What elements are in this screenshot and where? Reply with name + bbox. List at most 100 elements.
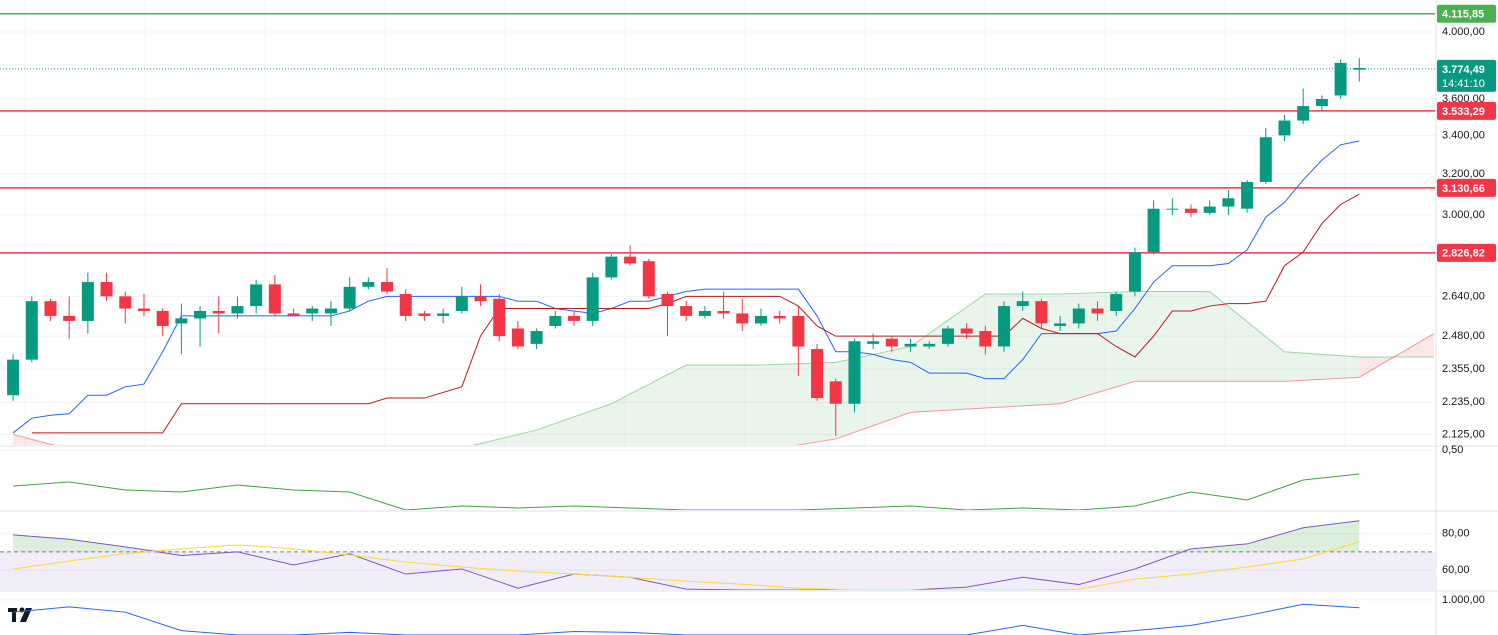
level-label: 3.130,66 (1442, 183, 1485, 195)
candle-body (1315, 98, 1328, 107)
indicator-line (13, 520, 1360, 590)
indicator-line (13, 541, 1360, 590)
candle-body (1166, 208, 1179, 210)
candle-body (904, 343, 917, 347)
candle-body (268, 284, 281, 314)
cloud-fill (985, 293, 1061, 409)
cloud-edge (12, 333, 1435, 445)
candle-body (7, 359, 20, 396)
candle-body (81, 282, 94, 321)
candle-body (231, 306, 244, 314)
candle-body (156, 310, 169, 326)
candle-body (885, 338, 898, 347)
candle-body (437, 313, 450, 316)
y-tick-label: 3.400,00 (1442, 129, 1485, 141)
candle-body (811, 349, 824, 399)
band (0, 551, 1435, 590)
candle-body (736, 313, 749, 324)
candle-body (998, 306, 1011, 347)
candle-body (549, 315, 562, 326)
candle-body (1222, 198, 1235, 207)
candle-body (100, 282, 113, 297)
candle-body (418, 313, 431, 316)
candle-body (175, 318, 188, 324)
candle-body (324, 308, 337, 314)
candle-body (1259, 137, 1272, 182)
candle-body (25, 301, 38, 360)
candle-body (194, 310, 207, 319)
cloud-fill (536, 403, 612, 445)
candle-body (1035, 301, 1048, 324)
candle-body (568, 315, 580, 321)
plot-area (0, 520, 1435, 590)
y-tick-label: 0,50 (1442, 444, 1463, 456)
candle-body (605, 256, 618, 278)
level-label: 2.826,82 (1442, 248, 1485, 260)
candle-body (1334, 62, 1347, 96)
candle-body (586, 277, 599, 321)
y-tick-label: 2.480,00 (1442, 330, 1485, 342)
candle-body (1091, 308, 1104, 314)
y-tick-label: 4.000,00 (1442, 26, 1485, 38)
y-tick-label: 2.355,00 (1442, 363, 1485, 375)
candle-body (848, 341, 861, 404)
plot-area (0, 13, 1435, 445)
y-tick-label: 3.000,00 (1442, 209, 1485, 221)
level-label: 4.115,85 (1442, 9, 1484, 21)
candle-body (792, 315, 805, 347)
candle-body (1110, 293, 1123, 311)
level-label: 3.533,29 (1442, 106, 1485, 118)
level-label-box (1437, 4, 1496, 23)
candle-body (399, 293, 412, 316)
candle-body (530, 331, 543, 344)
candle-body (717, 310, 730, 314)
candle-body (381, 282, 394, 292)
current-price-box (1437, 59, 1496, 92)
candle-body (1072, 308, 1085, 324)
countdown-label: 14:41:10 (1442, 78, 1485, 90)
candle-body (960, 328, 973, 334)
candle-body (474, 296, 487, 302)
indicator-line (13, 473, 1360, 510)
candle-body (1297, 106, 1310, 121)
candle-body (137, 308, 150, 311)
candle-body (306, 308, 319, 314)
candle-body (661, 293, 674, 307)
candle-body (1054, 323, 1067, 326)
candle-body (773, 315, 786, 319)
candle-body (1278, 120, 1291, 136)
candle-body (493, 298, 506, 337)
y-tick-label: 80,00 (1442, 528, 1470, 540)
candle-body (455, 296, 468, 311)
level-label-box (1437, 101, 1496, 120)
level-label-box (1437, 178, 1496, 197)
cloud-edge (472, 291, 1435, 445)
candle-body (829, 381, 842, 404)
candle-body (642, 261, 655, 297)
y-tick-label: 3.200,00 (1442, 168, 1485, 180)
candle-body (343, 286, 356, 309)
candle-body (511, 328, 524, 347)
indicator-line (13, 603, 1360, 635)
candle-body (680, 306, 693, 316)
y-tick-label: 2.125,00 (1442, 428, 1485, 440)
candle-body (923, 343, 936, 347)
candle-body (250, 284, 263, 307)
y-tick-label: 60,00 (1442, 564, 1470, 576)
candle-body (1185, 208, 1198, 213)
candle-body (362, 282, 375, 287)
y-tick-label: 2.235,00 (1442, 396, 1485, 408)
candle-body (754, 315, 767, 324)
level-label-box (1437, 243, 1496, 262)
current-price-label: 3.774,49 (1442, 64, 1485, 76)
indicator-line (31, 193, 1360, 434)
candle-body (1128, 252, 1141, 292)
y-tick-label: 1.000,00 (1442, 594, 1485, 606)
cloud-fill (611, 364, 687, 445)
candle-body (979, 331, 992, 347)
candle-body (1241, 181, 1254, 209)
overbought-fill (13, 520, 1360, 552)
cloud-fill (1284, 351, 1360, 382)
